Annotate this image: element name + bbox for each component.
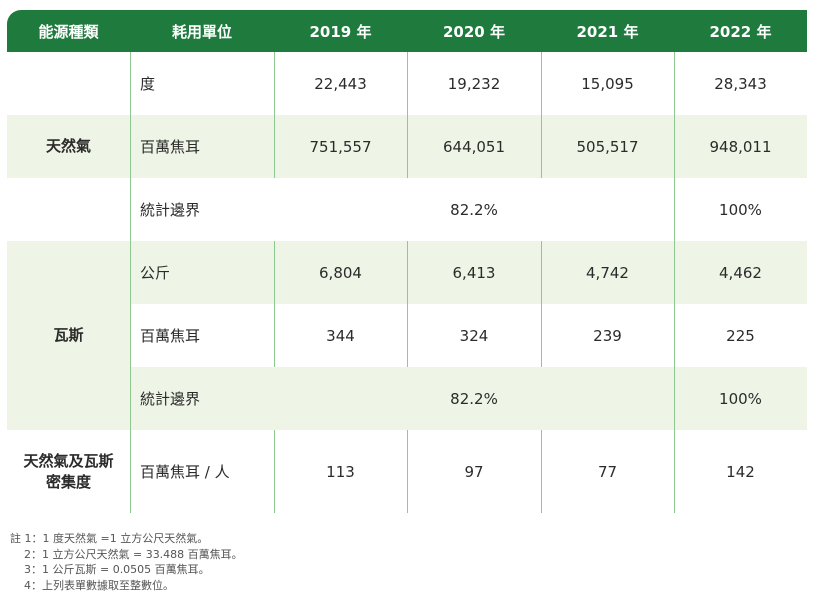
group-intensity-line1: 天然氣及瓦斯 [23,451,114,470]
header-2019: 2019 年 [309,22,372,41]
value-cell: 100% [719,389,762,408]
value-cell: 948,011 [709,137,772,156]
value-cell: 324 [459,326,489,345]
value-cell: 344 [326,326,355,345]
divider [407,52,408,178]
divider [274,52,275,178]
header-unit: 耗用單位 [171,22,232,41]
header-2022: 2022 年 [709,22,772,41]
value-cell: 6,413 [452,263,496,282]
unit-cell: 統計邊界 [140,201,201,219]
value-cell: 19,232 [447,74,501,93]
group-band [7,304,130,367]
value-cell: 77 [597,462,618,481]
footnotes: 註 1：1 度天然氣 =1 立方公尺天然氣。 2：1 立方公尺天然氣 = 33.… [10,531,243,593]
value-cell: 505,517 [576,137,639,156]
value-cell: 100% [719,200,762,219]
value-cell: 751,557 [309,137,372,156]
merged-value-cell: 82.2% [450,200,498,219]
divider [407,241,408,367]
header-energy-type: 能源種類 [38,22,99,41]
group-lpg: 瓦斯 [53,326,84,344]
divider [674,52,675,513]
row-band [130,241,807,304]
value-cell: 6,804 [319,263,362,282]
value-cell: 15,095 [581,74,634,93]
table-header: 能源種類 耗用單位 2019 年 2020 年 2021 年 2022 年 [7,10,807,52]
unit-cell: 統計邊界 [140,390,201,408]
unit-cell: 百萬焦耳 [140,327,201,345]
unit-cell: 百萬焦耳 [140,138,201,156]
value-cell: 142 [726,462,755,481]
divider [541,241,542,367]
row-band [7,367,807,430]
header-2020: 2020 年 [443,22,505,41]
value-cell: 22,443 [314,74,367,93]
value-cell: 225 [726,326,755,345]
group-band [7,241,130,304]
value-cell: 644,051 [442,137,506,156]
divider [541,430,542,513]
value-cell: 97 [464,462,484,481]
divider [274,430,275,513]
unit-cell: 百萬焦耳 / 人 [140,463,230,481]
header-2021: 2021 年 [576,22,639,41]
value-cell: 4,462 [719,263,762,282]
divider [130,52,131,513]
group-natural-gas: 天然氣 [45,137,91,155]
group-intensity-line2: 密集度 [45,472,91,491]
value-cell: 113 [326,462,355,481]
value-cell: 239 [593,326,622,345]
footnote: 註 1：1 度天然氣 =1 立方公尺天然氣。 [10,532,209,545]
group-intensity: 天然氣及瓦斯 密集度 [7,430,130,513]
divider [541,52,542,178]
value-cell: 4,742 [586,263,629,282]
footnote: 3：1 公斤瓦斯 = 0.0505 百萬焦耳。 [10,563,210,576]
divider [274,241,275,367]
footnote: 2：1 立方公尺天然氣 = 33.488 百萬焦耳。 [10,547,243,561]
divider [407,430,408,513]
merged-value-cell: 82.2% [450,389,498,408]
footnote: 4：上列表單數據取至整數位。 [10,578,174,592]
unit-cell: 公斤 [140,264,171,282]
value-cell: 28,343 [714,74,767,93]
unit-cell: 度 [140,75,156,93]
